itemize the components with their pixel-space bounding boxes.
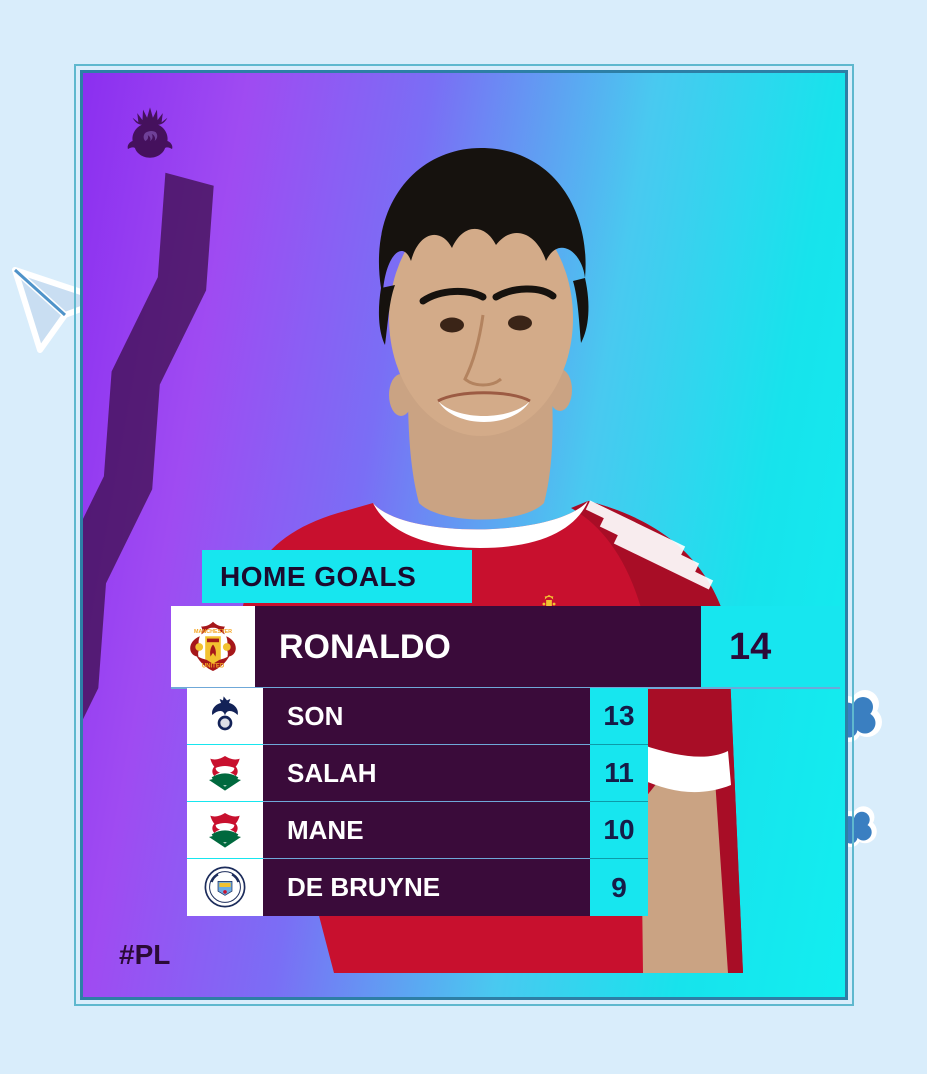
svg-text:MANCHESTER: MANCHESTER	[194, 629, 232, 635]
svg-text:UNITED: UNITED	[202, 663, 225, 669]
